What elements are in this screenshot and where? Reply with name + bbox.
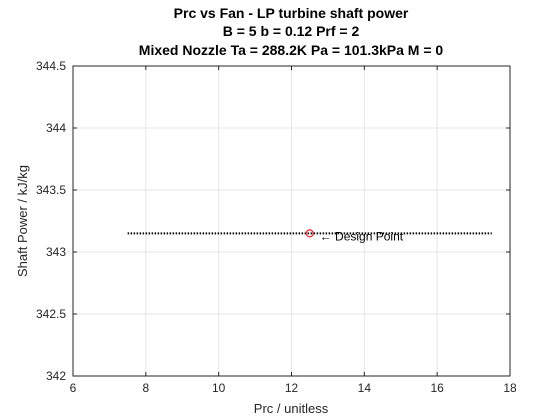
x-tick-label: 14 (358, 381, 372, 395)
design-point-annotation: ← Design Point (320, 229, 404, 243)
design-point-marker (305, 229, 314, 238)
y-axis-label: Shaft Power / kJ/kg (15, 165, 30, 277)
x-tick-label: 6 (70, 381, 77, 395)
chart-title-line-1: Prc vs Fan - LP turbine shaft power (174, 5, 409, 21)
y-tick-label: 344 (46, 121, 66, 135)
axes-box (72, 65, 511, 377)
chart-title-line-2: B = 5 b = 0.12 Prf = 2 (223, 23, 360, 39)
x-tick-label: 8 (142, 381, 149, 395)
y-tick-label: 342 (46, 369, 66, 383)
y-tick-label: 343.5 (36, 183, 66, 197)
x-tick-label: 10 (212, 381, 226, 395)
series-layer (127, 229, 492, 238)
y-tick-label: 343 (46, 245, 66, 259)
x-axis-label: Prc / unitless (254, 401, 329, 416)
y-tick-label: 344.5 (36, 59, 66, 73)
x-tick-label: 16 (430, 381, 444, 395)
tick-labels: 6 8 10 12 14 16 18 342 342.5 343 343.5 344 344.5 (36, 59, 517, 395)
x-tick-label: 12 (285, 381, 299, 395)
chart-title-line-3: Mixed Nozzle Ta = 288.2K Pa = 101.3kPa M… (139, 42, 444, 58)
x-tick-label: 18 (503, 381, 517, 395)
y-tick-label: 342.5 (36, 307, 66, 321)
